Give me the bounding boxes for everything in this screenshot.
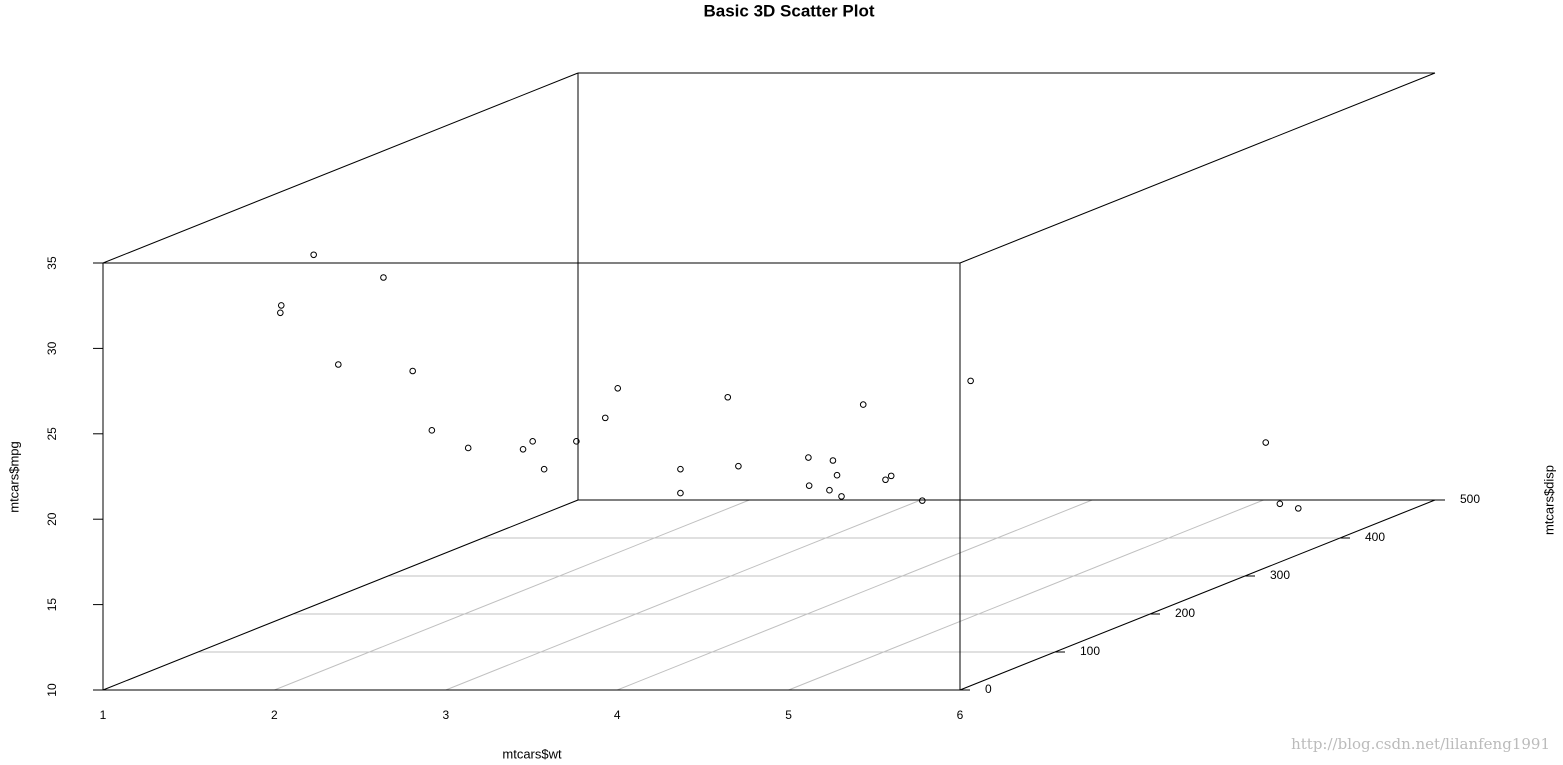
point <box>833 471 841 479</box>
point <box>1262 439 1270 446</box>
y-tick-label: 30 <box>45 341 59 355</box>
point <box>967 377 974 385</box>
grid-line <box>788 499 1264 691</box>
point <box>918 497 926 504</box>
point <box>310 251 317 259</box>
point <box>519 446 527 453</box>
point <box>838 493 845 500</box>
z-tick-label: 500 <box>1460 492 1480 506</box>
x-axis-title: mtcars$wt <box>502 746 562 761</box>
y-tick-label: 25 <box>45 427 59 441</box>
z-tick-label: 0 <box>985 682 992 696</box>
z-tick-label: 200 <box>1175 606 1195 620</box>
z-tick-label: 300 <box>1270 568 1290 582</box>
z-tick-label: 400 <box>1365 530 1385 544</box>
point <box>409 367 416 375</box>
grid-line <box>274 499 750 691</box>
z-axis-title: mtcars$disp <box>1541 465 1556 535</box>
point <box>380 274 387 281</box>
box-edge <box>959 72 1436 264</box>
point <box>677 489 684 497</box>
chart-title: Basic 3D Scatter Plot <box>703 1 874 20</box>
y-tick-label: 35 <box>45 256 59 270</box>
x-tick-label: 2 <box>271 708 278 722</box>
x-tick-label: 6 <box>957 708 964 722</box>
point <box>805 482 813 489</box>
watermark: http://blog.csdn.net/lilanfeng1991 <box>1291 735 1550 753</box>
box-edge <box>102 72 579 264</box>
box-edge <box>959 499 1436 691</box>
point <box>829 457 837 464</box>
x-tick-label: 5 <box>785 708 792 722</box>
point <box>859 401 867 408</box>
point <box>277 309 284 317</box>
x-tick-label: 1 <box>100 708 107 722</box>
point <box>1276 500 1284 508</box>
point <box>1294 505 1302 512</box>
point <box>335 361 342 368</box>
y-tick-label: 10 <box>45 683 59 697</box>
point <box>614 385 622 392</box>
y-axis-title: mtcars$mpg <box>6 441 21 513</box>
box-edge <box>102 499 579 691</box>
point <box>540 465 548 473</box>
point <box>573 438 580 445</box>
point <box>601 414 609 422</box>
point <box>464 444 472 452</box>
point <box>277 302 285 309</box>
y-tick-label: 15 <box>45 598 59 612</box>
x-tick-label: 4 <box>614 708 621 722</box>
point <box>529 438 536 445</box>
grid-line <box>445 499 921 691</box>
z-tick-label: 100 <box>1080 644 1100 658</box>
x-tick-label: 3 <box>442 708 449 722</box>
y-tick-label: 20 <box>45 512 59 526</box>
point <box>724 393 732 401</box>
point <box>887 472 895 480</box>
point <box>826 486 833 494</box>
point <box>677 465 684 473</box>
grid-line <box>617 499 1093 691</box>
point <box>735 462 742 470</box>
point <box>428 427 436 434</box>
point <box>805 454 812 461</box>
point <box>882 476 889 484</box>
